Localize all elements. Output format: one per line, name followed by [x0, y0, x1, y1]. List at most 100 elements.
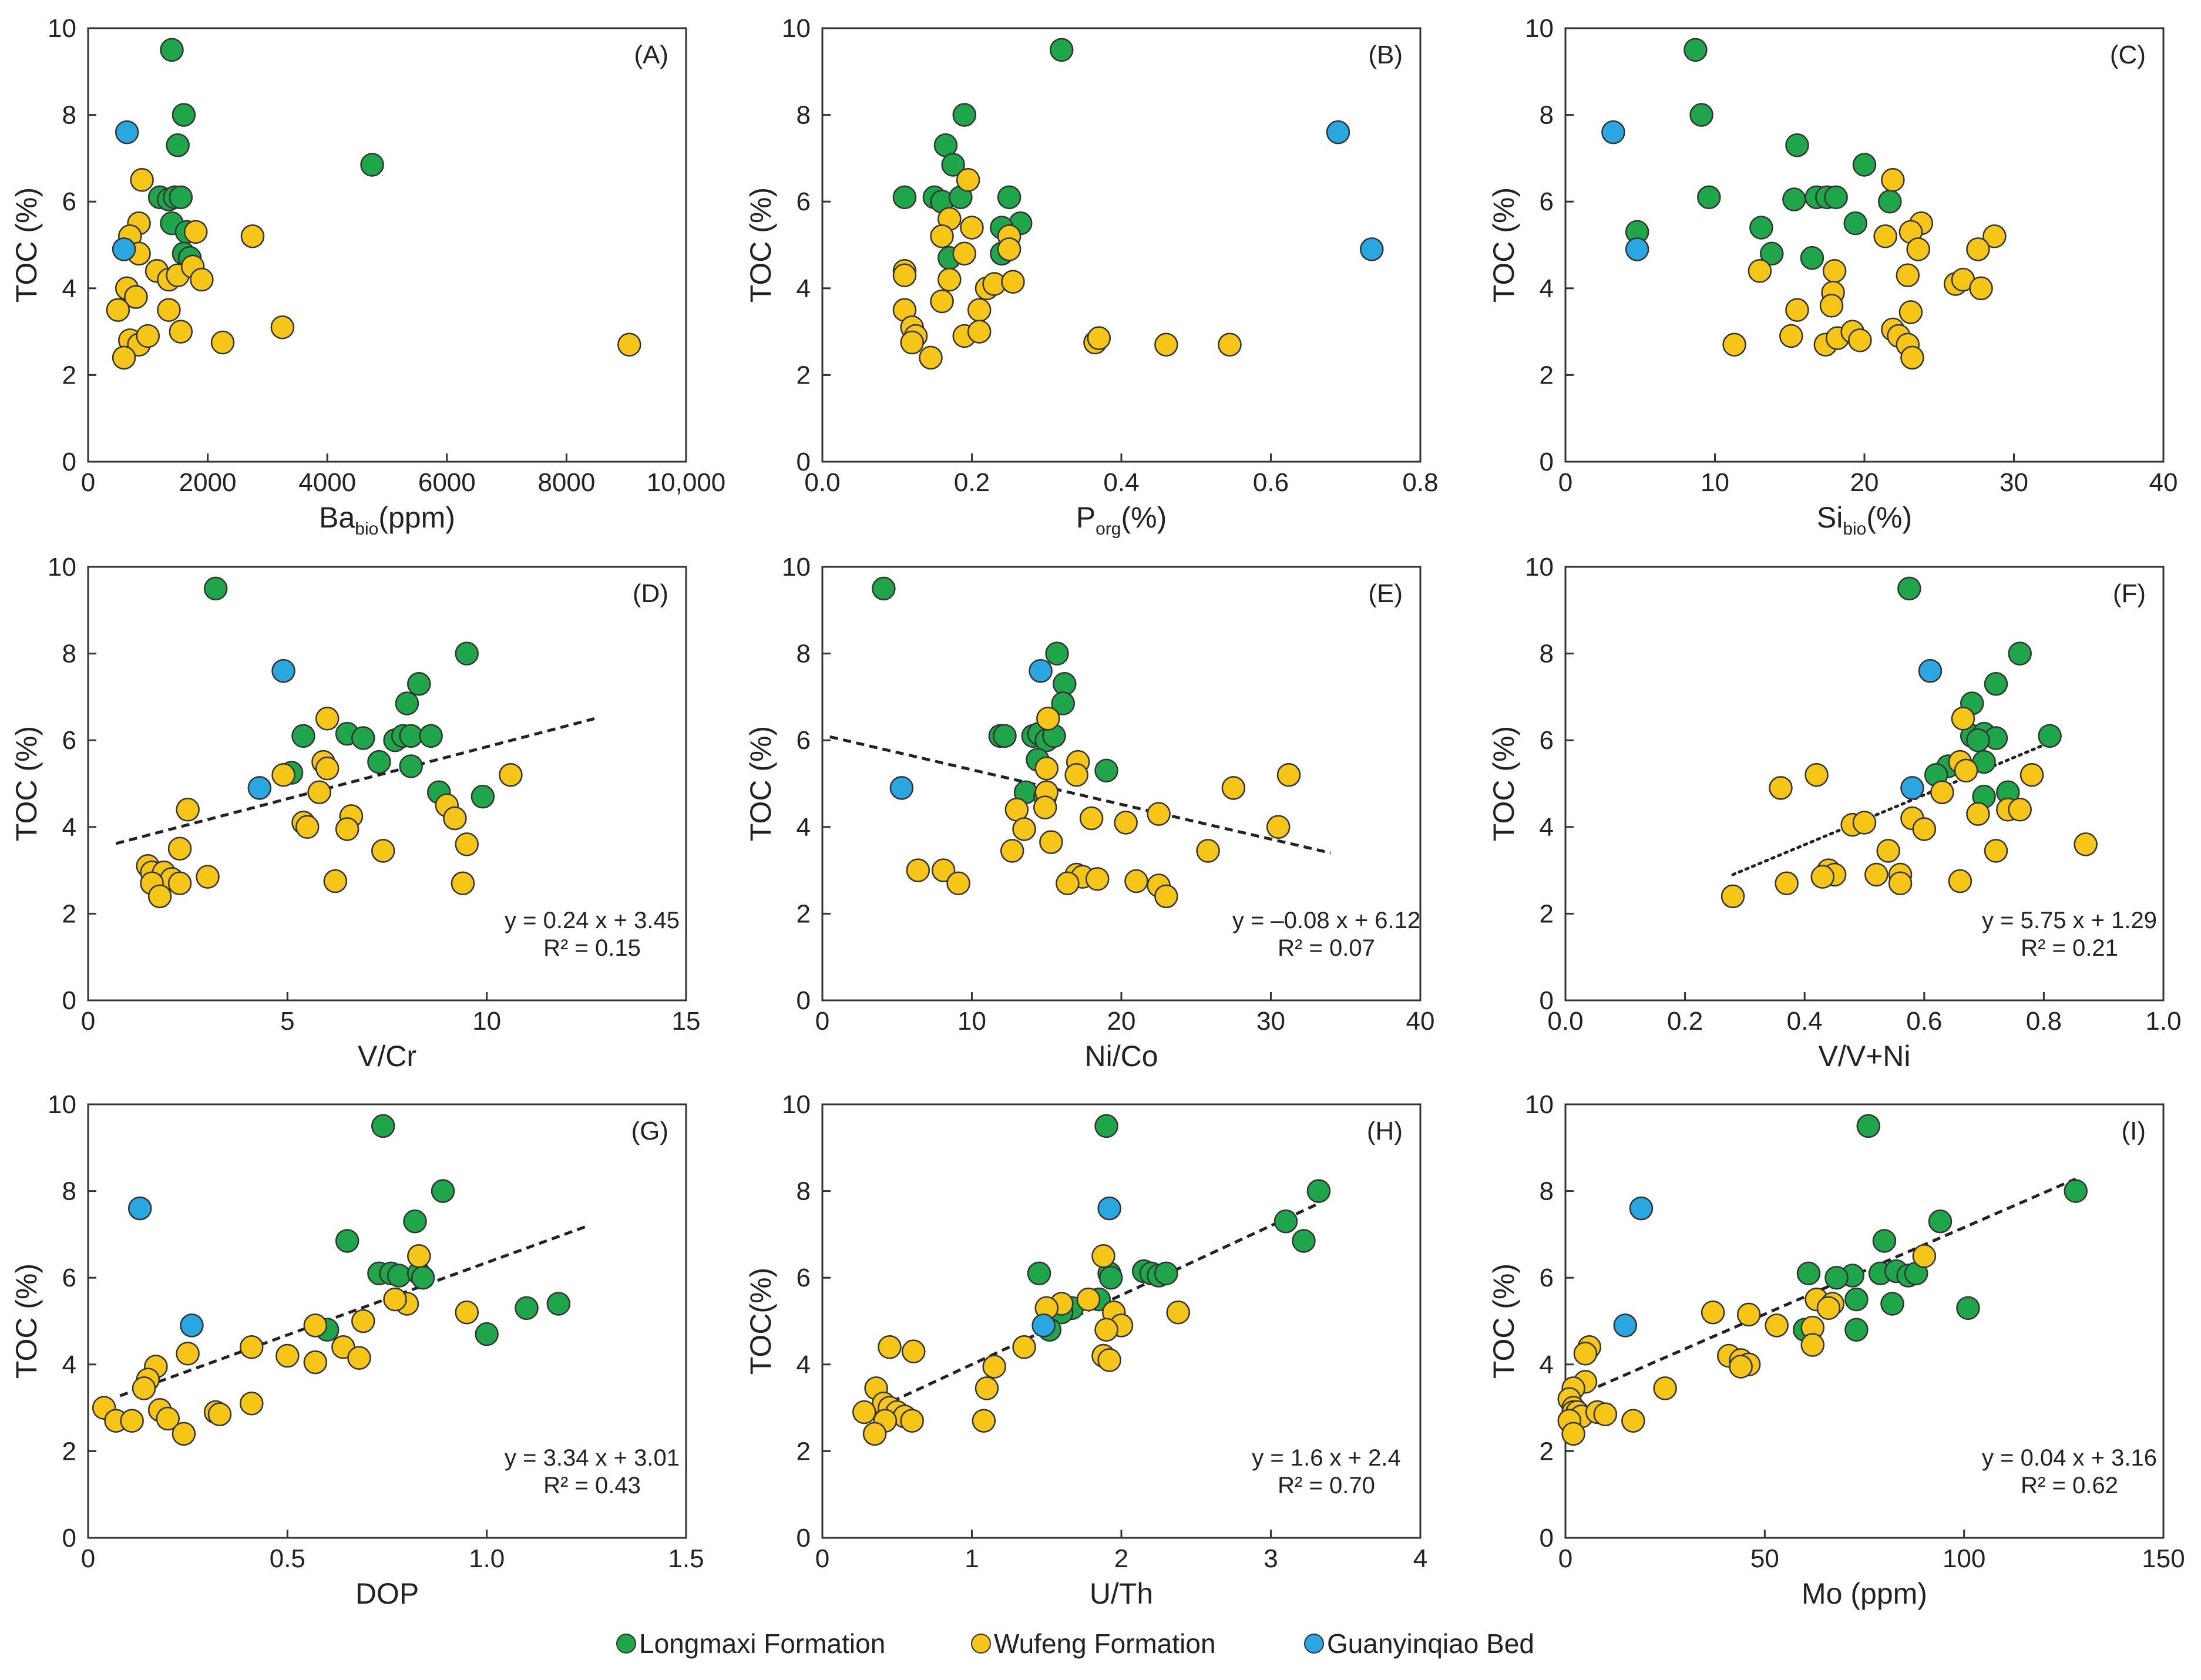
- x-axis-title: V/V+Ni: [1818, 1040, 1910, 1073]
- point-wufeng: [2008, 798, 2032, 822]
- point-wufeng: [1948, 869, 1973, 893]
- point-wufeng: [210, 330, 235, 355]
- point-wufeng: [1000, 839, 1024, 863]
- point-wufeng: [1864, 862, 1889, 887]
- x-axis-title: Babio(ppm): [319, 501, 455, 539]
- point-wufeng: [124, 285, 148, 309]
- point-wufeng: [1906, 237, 1930, 261]
- point-longmaxi: [1844, 1318, 1869, 1342]
- y-tick-label: 6: [797, 187, 811, 216]
- y-tick-label: 2: [1540, 361, 1554, 389]
- legend-marker-wufeng: [971, 1634, 991, 1654]
- panel-label: (D): [633, 579, 668, 608]
- panel-label: (B): [1368, 41, 1403, 69]
- panel-label: (E): [1368, 579, 1403, 608]
- y-tick-label: 0: [1540, 448, 1554, 476]
- point-wufeng: [1653, 1376, 1677, 1400]
- x-tick-label: 1.0: [2145, 1007, 2181, 1036]
- point-longmaxi: [1824, 1265, 1849, 1290]
- point-guanyinqiao: [127, 1196, 152, 1221]
- x-tick-label: 0.4: [1787, 1007, 1823, 1036]
- point-longmaxi: [1027, 1261, 1051, 1286]
- point-longmaxi: [1880, 1292, 1904, 1316]
- x-axis-title-unit: (%): [1866, 501, 1912, 534]
- trendline: [119, 1225, 587, 1397]
- point-wufeng: [275, 1343, 300, 1368]
- point-guanyinqiao: [115, 120, 139, 145]
- panel-label: (H): [1367, 1117, 1403, 1145]
- y-axis-title: TOC (%): [1487, 1264, 1520, 1379]
- point-wufeng: [1221, 776, 1246, 800]
- point-longmaxi: [1843, 211, 1867, 236]
- x-tick-label: 8000: [537, 468, 595, 497]
- point-longmaxi: [166, 133, 190, 157]
- point-wufeng: [900, 330, 924, 355]
- point-wufeng: [315, 756, 340, 781]
- y-tick-label: 0: [1540, 986, 1554, 1015]
- point-wufeng: [1769, 776, 1793, 800]
- point-wufeng: [176, 1342, 200, 1366]
- y-tick-label: 10: [48, 14, 76, 43]
- point-longmaxi: [1094, 1114, 1118, 1138]
- x-tick-label: 0.4: [1103, 468, 1139, 497]
- point-longmaxi: [291, 724, 315, 748]
- y-axis-title: TOC (%): [10, 1264, 43, 1379]
- trend-r-squared: R² = 0.07: [1278, 935, 1375, 961]
- y-tick-label: 6: [1540, 187, 1554, 216]
- y-tick-label: 8: [62, 1177, 76, 1206]
- y-tick-label: 6: [797, 1264, 811, 1292]
- point-longmaxi: [872, 576, 896, 601]
- trend-equation: y = 0.04 x + 3.16: [1982, 1445, 2157, 1471]
- x-tick-label: 0: [81, 1007, 95, 1036]
- point-wufeng: [1930, 780, 1954, 805]
- point-guanyinqiao: [1613, 1313, 1638, 1338]
- point-longmaxi: [371, 1114, 395, 1138]
- x-tick-label: 30: [2000, 468, 2028, 497]
- point-wufeng: [1721, 884, 1745, 909]
- point-wufeng: [1982, 224, 2007, 248]
- point-wufeng: [1091, 1244, 1115, 1268]
- y-tick-label: 10: [782, 1090, 811, 1119]
- point-guanyinqiao: [1029, 658, 1053, 683]
- point-wufeng: [1888, 871, 1913, 895]
- x-tick-label: 10: [957, 1007, 986, 1036]
- y-tick-label: 6: [797, 726, 811, 755]
- point-wufeng: [1573, 1342, 1598, 1366]
- point-wufeng: [172, 1422, 196, 1446]
- x-tick-label: 5: [280, 1007, 294, 1036]
- point-wufeng: [997, 237, 1021, 261]
- trend-equation: y = –0.08 x + 6.12: [1232, 908, 1420, 933]
- x-tick-label: 0.6: [1906, 1007, 1942, 1036]
- y-tick-label: 2: [797, 899, 811, 928]
- point-longmaxi: [1956, 1296, 1980, 1321]
- point-longmaxi: [1049, 38, 1074, 62]
- point-longmaxi: [1800, 246, 1824, 270]
- point-wufeng: [1034, 756, 1059, 781]
- y-tick-label: 10: [1525, 14, 1554, 43]
- point-wufeng: [1056, 871, 1080, 895]
- point-wufeng: [323, 869, 348, 893]
- point-wufeng: [270, 315, 295, 340]
- point-wufeng: [1196, 839, 1220, 863]
- point-wufeng: [901, 1339, 926, 1363]
- x-tick-label: 0: [81, 468, 95, 497]
- point-wufeng: [169, 320, 193, 344]
- point-wufeng: [1775, 871, 1799, 895]
- trend-r-squared: R² = 0.21: [2021, 935, 2118, 961]
- point-longmaxi: [1306, 1179, 1331, 1203]
- y-tick-label: 2: [797, 1437, 811, 1466]
- x-tick-label: 0: [1558, 468, 1572, 497]
- point-wufeng: [176, 798, 200, 822]
- point-guanyinqiao: [1629, 1196, 1654, 1221]
- y-tick-label: 0: [62, 1524, 76, 1553]
- x-axis-title: Sibio(%): [1817, 501, 1912, 539]
- y-tick-label: 10: [1525, 1090, 1554, 1119]
- point-wufeng: [1876, 839, 1900, 863]
- y-tick-label: 0: [797, 448, 811, 476]
- point-wufeng: [1810, 865, 1834, 889]
- y-axis-title: TOC (%): [1487, 726, 1520, 841]
- trend-equation: y = 3.34 x + 3.01: [505, 1445, 680, 1471]
- point-wufeng: [1912, 1244, 1937, 1268]
- point-longmaxi: [399, 754, 423, 778]
- y-tick-label: 8: [1540, 101, 1554, 130]
